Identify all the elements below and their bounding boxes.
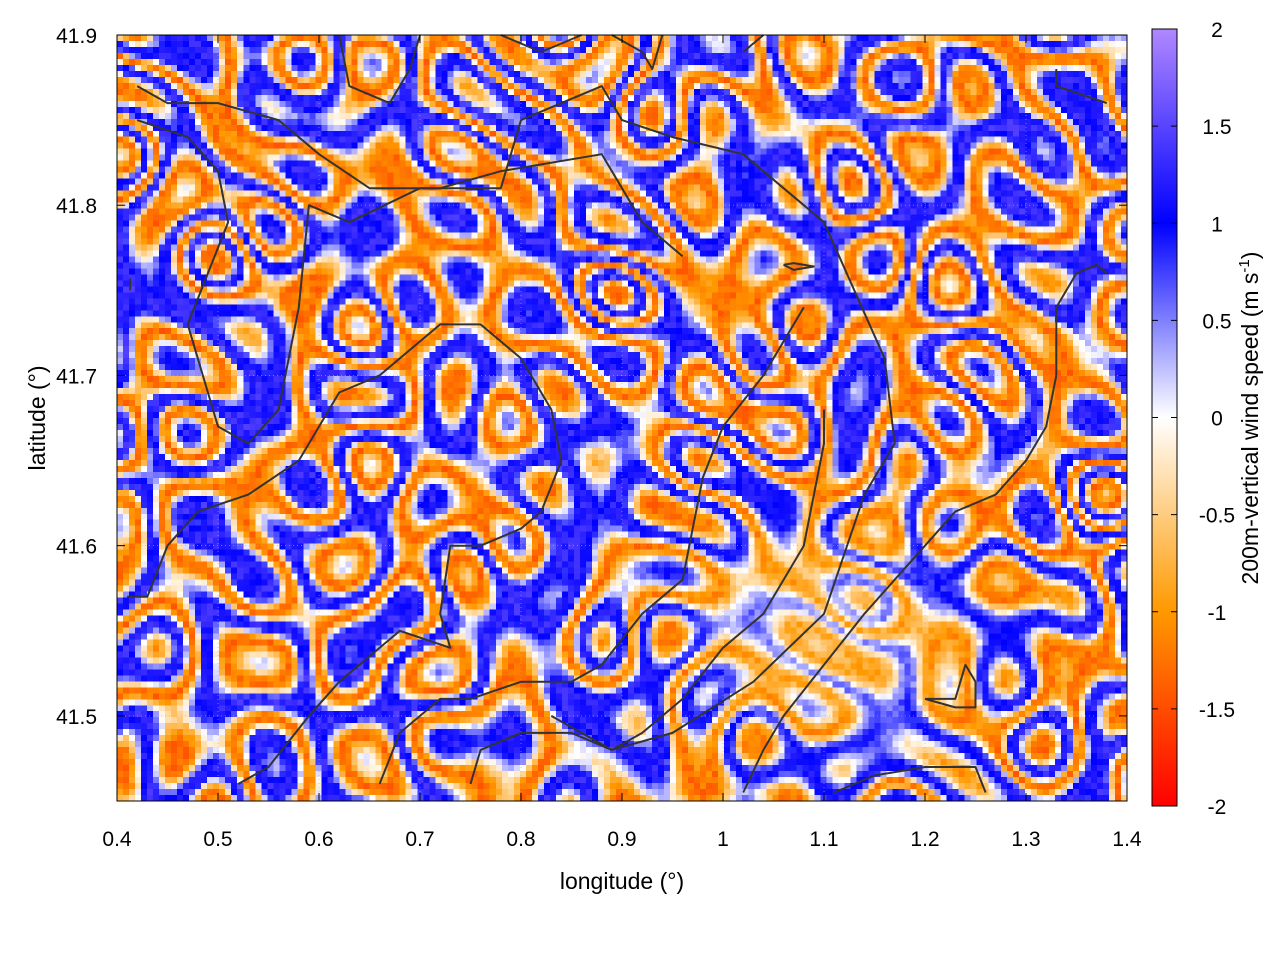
colorbar-tick-label: 1.5 [1202, 116, 1231, 139]
y-tick-label: 41.6 [56, 536, 97, 559]
colorbar-tick-label: 2 [1211, 19, 1223, 42]
colorbar-tick-label: -2 [1208, 796, 1227, 819]
boundary-line [127, 323, 563, 785]
boundary-line [500, 34, 582, 53]
x-tick-label: 0.7 [405, 828, 434, 851]
boundary-line [1055, 69, 1108, 105]
y-tick-label: 41.9 [56, 25, 97, 48]
x-tick-label: 1.4 [1112, 828, 1142, 851]
boundary-line [136, 85, 684, 258]
colorbar-ticks: 2 1.5 1 0.5 0 -0.5 -1 -1.5 -2 [1152, 19, 1235, 819]
colorbar-tick-label: -0.5 [1199, 505, 1235, 528]
x-tick-label: 1.3 [1011, 828, 1040, 851]
colorbar-title: 200m-vertical wind speed (m s-1) [1236, 252, 1263, 585]
x-tick-label: 0.4 [102, 828, 132, 851]
y-tick-label: 41.8 [56, 195, 97, 218]
boundary-line [742, 34, 765, 53]
x-tick-label: 0.9 [607, 828, 636, 851]
colorbar-title-close: ) [1237, 252, 1263, 260]
heatmap-field [117, 35, 1127, 801]
heatmap-image [117, 35, 1127, 801]
y-tick-label: 41.7 [56, 365, 97, 388]
boundary-line [378, 306, 805, 785]
colorbar-tick-label: 1 [1211, 213, 1223, 236]
boundary-line [469, 409, 825, 785]
x-axis-ticks: 0.4 0.5 0.6 0.7 0.8 0.9 1 1.1 1.2 1.3 1.4 [102, 35, 1142, 851]
x-tick-label: 0.8 [506, 828, 535, 851]
x-tick-label: 1 [717, 828, 729, 851]
boundary-line [611, 34, 664, 70]
colorbar-tick-label: 0 [1211, 408, 1223, 431]
colorbar-title-sup: -1 [1236, 259, 1253, 272]
x-tick-label: 1.1 [809, 828, 838, 851]
x-tick-label: 0.5 [203, 828, 232, 851]
y-tick-label: 41.5 [56, 706, 97, 729]
y-axis-ticks: 41.5 41.6 41.7 41.8 41.9 [56, 25, 1127, 729]
x-tick-label: 1.2 [910, 828, 939, 851]
boundary-line [136, 85, 896, 751]
colorbar-tick-label: -1.5 [1199, 699, 1235, 722]
colorbar-tick-label: -1 [1208, 602, 1227, 625]
boundary-line [742, 263, 1108, 793]
boundary-lines [127, 34, 1108, 794]
x-tick-label: 0.6 [304, 828, 333, 851]
boundary-line [924, 663, 977, 709]
x-axis-title: longitude (°) [560, 868, 684, 894]
y-axis-title: latitude (°) [24, 365, 50, 470]
boundary-line [783, 262, 815, 271]
colorbar-tick-label: 0.5 [1202, 310, 1231, 333]
colorbar-title-main: 200m-vertical wind speed (m s [1237, 273, 1263, 585]
boundary-line [833, 766, 987, 794]
boundary-line [338, 34, 421, 105]
